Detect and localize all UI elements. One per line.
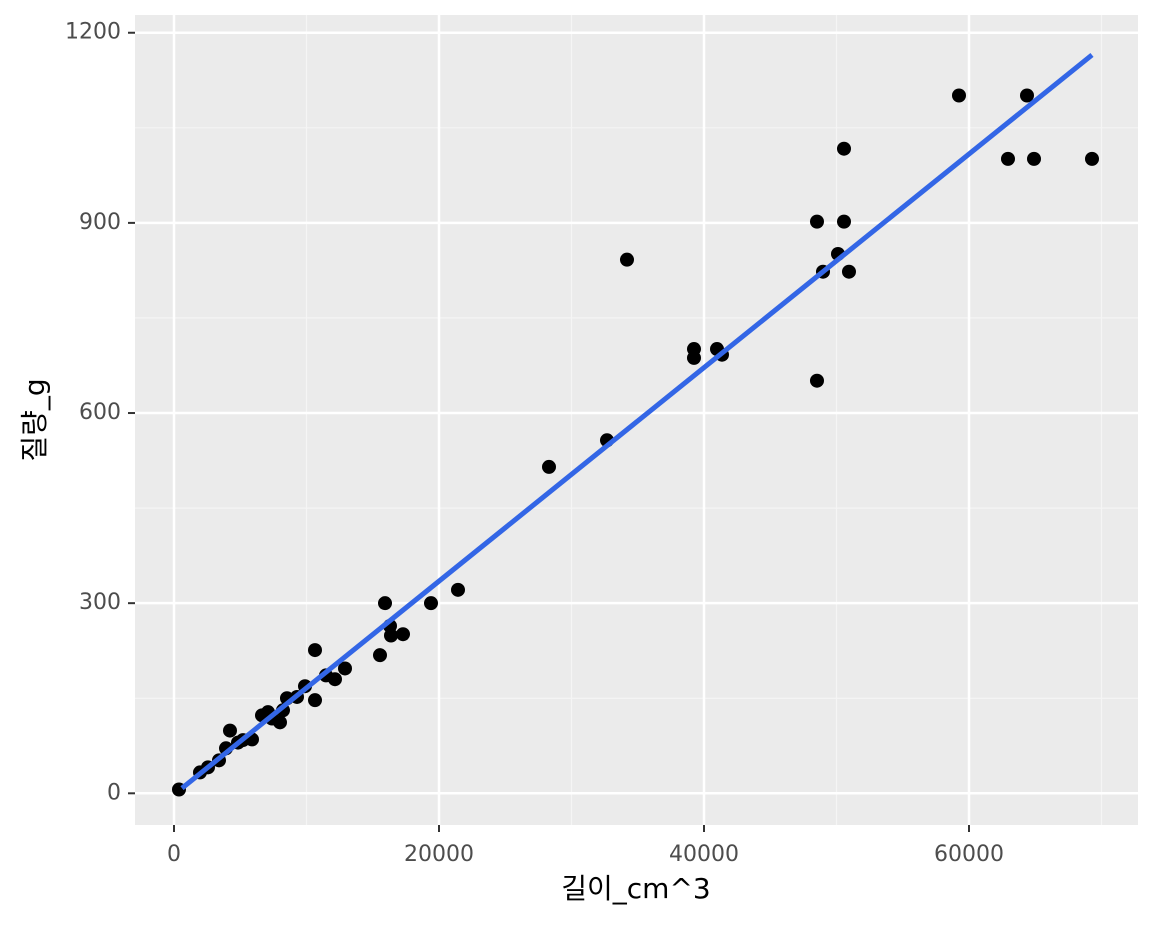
point (686, 350, 701, 365)
point (1019, 88, 1034, 103)
point (1000, 151, 1015, 166)
x-tick-label: 0 (167, 842, 181, 867)
point (308, 693, 323, 708)
point (222, 723, 237, 738)
point (619, 252, 634, 267)
y-tick-label: 600 (79, 400, 121, 425)
point (450, 582, 465, 597)
point (836, 141, 851, 156)
point (308, 643, 323, 658)
point (836, 214, 851, 229)
point (395, 627, 410, 642)
point (337, 661, 352, 676)
point (272, 715, 287, 730)
point (1084, 151, 1099, 166)
point (1027, 151, 1042, 166)
y-axis-title: 질량_g (18, 378, 51, 461)
x-tick-label: 20000 (404, 842, 474, 867)
point (372, 648, 387, 663)
y-tick-label: 0 (107, 780, 121, 805)
point (383, 628, 398, 643)
point (423, 596, 438, 611)
x-axis-title: 길이_cm^3 (561, 872, 710, 905)
point (809, 373, 824, 388)
x-tick-label: 60000 (934, 842, 1004, 867)
y-tick-label: 1200 (65, 20, 121, 45)
point (951, 88, 966, 103)
point (378, 596, 393, 611)
x-tick-label: 40000 (669, 842, 739, 867)
y-tick-label: 300 (79, 590, 121, 615)
fit-line (180, 52, 1094, 791)
point (327, 672, 342, 687)
y-tick-label: 900 (79, 210, 121, 235)
point (809, 214, 824, 229)
point (841, 264, 856, 279)
point (541, 459, 556, 474)
